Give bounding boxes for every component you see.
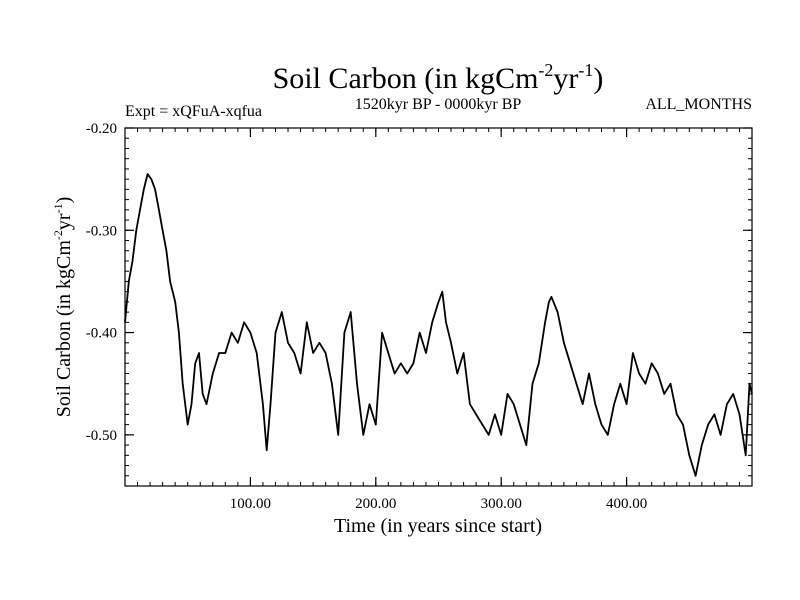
- x-tick-label: 200.00: [355, 496, 396, 512]
- subtitle-period: 1520kyr BP - 0000kyr BP: [355, 96, 522, 113]
- chart-title-close: ): [593, 62, 603, 95]
- subtitle-experiment: Expt = xQFuA-xqfua: [125, 103, 262, 120]
- chart-title-mid: yr: [553, 62, 578, 95]
- chart-title: Soil Carbon (in kgCm-2yr-1): [273, 60, 604, 95]
- y-axis: -0.20 -0.30 -0.40 -0.50: [86, 121, 752, 444]
- y-tick-label: -0.20: [86, 121, 117, 137]
- y-axis-label-main: Soil Carbon (in kgCm: [53, 240, 75, 418]
- chart-title-main: Soil Carbon (in kgCm: [273, 62, 539, 95]
- y-tick-label: -0.30: [86, 223, 117, 239]
- series-line: [124, 173, 753, 477]
- x-tick-label: 300.00: [481, 496, 522, 512]
- y-tick-label: -0.40: [86, 326, 117, 342]
- subtitle-months: ALL_MONTHS: [645, 96, 752, 113]
- chart-title-exp-1: -2: [538, 60, 553, 80]
- y-axis-label: Soil Carbon (in kgCm-2yr-1): [51, 197, 75, 418]
- y-axis-label-exp-1: -2: [51, 230, 65, 240]
- y-axis-label-close: ): [53, 197, 75, 204]
- minor-ticks: [125, 128, 752, 486]
- y-tick-label: -0.50: [86, 428, 117, 444]
- x-axis-label: Time (in years since start): [334, 515, 542, 537]
- plot-frame: [124, 127, 753, 487]
- x-tick-label: 400.00: [606, 496, 647, 512]
- chart-title-exp-2: -1: [578, 60, 593, 80]
- x-tick-label: 100.00: [230, 496, 271, 512]
- x-axis: 100.00 200.00 300.00 400.00: [230, 128, 647, 512]
- y-axis-label-exp-2: -1: [51, 203, 65, 213]
- y-axis-label-mid: yr: [53, 213, 75, 230]
- series-group: [124, 173, 753, 477]
